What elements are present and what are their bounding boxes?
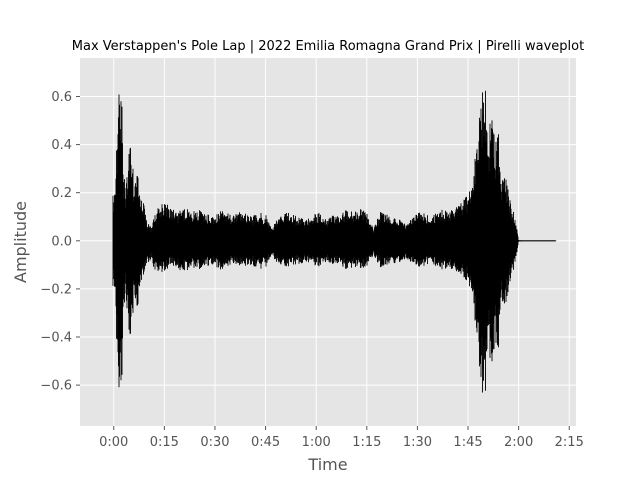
x-tick-label: 1:15 xyxy=(352,435,381,450)
chart-title: Max Verstappen's Pole Lap | 2022 Emilia … xyxy=(72,39,584,54)
x-tick-label: 0:00 xyxy=(99,435,128,450)
x-tick-label: 2:00 xyxy=(504,435,533,450)
x-tick-label: 0:45 xyxy=(251,435,280,450)
waveform xyxy=(112,90,557,393)
y-tick-label: 0.2 xyxy=(51,186,72,201)
x-tick-label: 1:30 xyxy=(403,435,432,450)
y-tick-label: −0.6 xyxy=(40,379,72,394)
x-tick-label: 0:30 xyxy=(200,435,229,450)
x-tick-label: 2:15 xyxy=(555,435,584,450)
y-tick-label: 0.0 xyxy=(51,234,72,249)
y-tick-label: −0.4 xyxy=(40,331,72,346)
x-tick-label: 1:00 xyxy=(302,435,331,450)
x-axis-ticks: 0:00 0:15 0:30 0:45 1:00 1:15 1:30 1:45 2:00 2:15 xyxy=(99,426,584,450)
y-tick-label: −0.2 xyxy=(40,282,72,297)
y-tick-label: 0.6 xyxy=(51,90,72,105)
y-axis-label: Amplitude xyxy=(11,201,30,283)
y-axis-ticks: −0.6 −0.4 −0.2 0.0 0.2 0.4 0.6 xyxy=(40,90,80,394)
y-tick-label: 0.4 xyxy=(51,138,72,153)
x-tick-label: 1:45 xyxy=(453,435,482,450)
x-axis-label: Time xyxy=(307,455,347,474)
x-tick-label: 0:15 xyxy=(150,435,179,450)
